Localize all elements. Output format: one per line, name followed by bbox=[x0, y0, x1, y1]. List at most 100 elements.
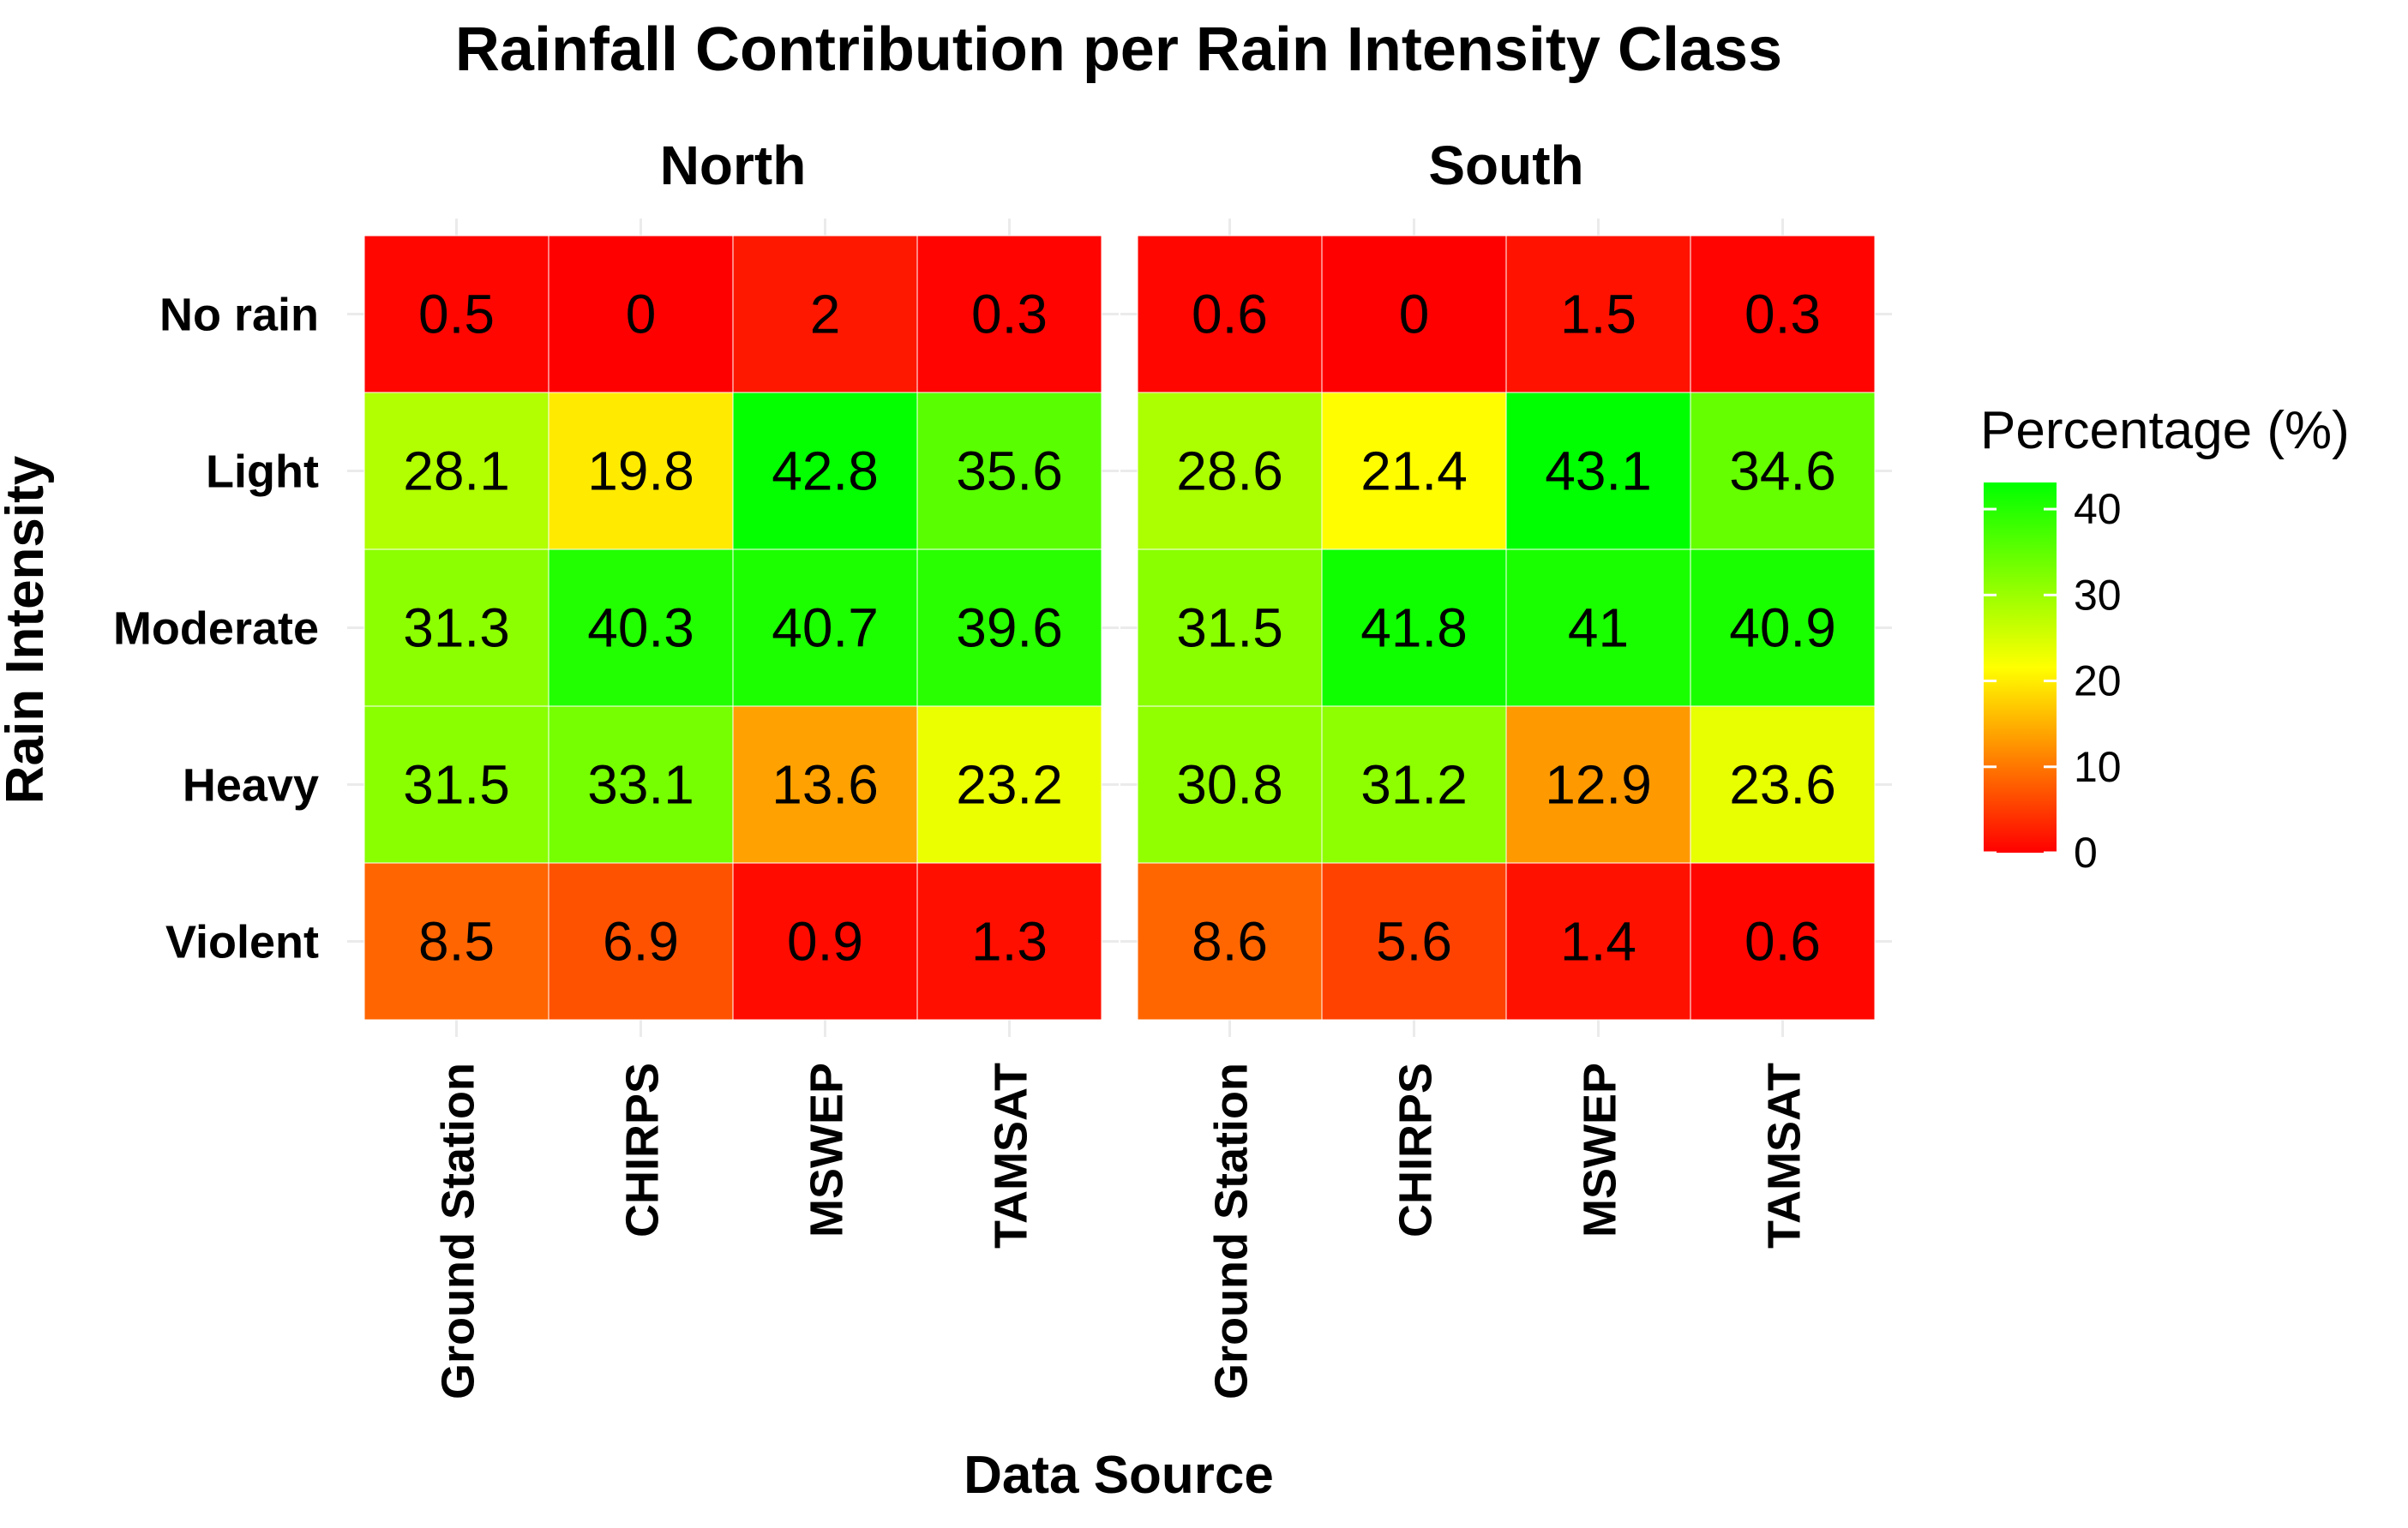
y-tick-label: Light bbox=[206, 446, 319, 498]
y-axis-title: Rain Intensity bbox=[0, 455, 55, 804]
heatmap-cell bbox=[1137, 862, 1323, 1021]
heatmap-cell bbox=[1137, 548, 1323, 707]
cell-value-label: 31.5 bbox=[403, 754, 510, 816]
x-tick-label: CHIRPS bbox=[617, 1063, 669, 1237]
cell-value-label: 40.3 bbox=[587, 597, 694, 659]
facet-label-south: South bbox=[1428, 135, 1583, 196]
heatmap-cell bbox=[363, 705, 549, 864]
cell-value-label: 5.6 bbox=[1376, 911, 1452, 973]
legend-tick-label: 30 bbox=[2074, 571, 2122, 619]
heatmap-cell bbox=[1505, 235, 1691, 393]
cell-value-label: 1.3 bbox=[971, 911, 1048, 973]
facet-label-north: North bbox=[660, 135, 807, 196]
cell-value-label: 12.9 bbox=[1545, 754, 1652, 816]
cell-value-label: 8.5 bbox=[418, 911, 495, 973]
heatmap-cell bbox=[363, 392, 549, 550]
cell-layer bbox=[363, 235, 1876, 1021]
heatmap-cell bbox=[1137, 235, 1323, 393]
legend-tick-label: 20 bbox=[2074, 657, 2122, 705]
y-tick-label: Violent bbox=[165, 917, 319, 968]
x-tick-label: MSWEP bbox=[802, 1063, 853, 1237]
x-tick-label: TAMSAT bbox=[986, 1063, 1037, 1249]
heatmap-cell bbox=[548, 862, 734, 1021]
heatmap-cell bbox=[1321, 705, 1507, 864]
heatmap-cell bbox=[1321, 392, 1507, 550]
heatmap-cell bbox=[1137, 705, 1323, 864]
heatmap-cell bbox=[916, 392, 1102, 550]
text-layer: Rainfall Contribution per Rain Intensity… bbox=[0, 15, 1836, 1505]
x-tick-label: MSWEP bbox=[1575, 1063, 1626, 1237]
heatmap-cell bbox=[1321, 862, 1507, 1021]
chart-title: Rainfall Contribution per Rain Intensity… bbox=[455, 15, 1782, 84]
legend-tick-label: 10 bbox=[2074, 743, 2122, 791]
x-tick-label: Ground Station bbox=[1206, 1063, 1258, 1399]
heatmap-cell bbox=[1321, 548, 1507, 707]
cell-value-label: 0.3 bbox=[971, 284, 1048, 345]
cell-value-label: 41 bbox=[1568, 597, 1629, 659]
cell-value-label: 41.8 bbox=[1360, 597, 1468, 659]
legend-tick-label: 40 bbox=[2074, 485, 2122, 533]
heatmap-cell bbox=[916, 548, 1102, 707]
heatmap-cell bbox=[916, 862, 1102, 1021]
cell-value-label: 13.6 bbox=[772, 754, 879, 816]
cell-value-label: 33.1 bbox=[587, 754, 694, 816]
cell-value-label: 23.2 bbox=[956, 754, 1063, 816]
y-tick-label: No rain bbox=[159, 290, 319, 341]
legend: Percentage (%) 0 10 20 30 40 bbox=[1980, 401, 2350, 877]
legend-title: Percentage (%) bbox=[1980, 401, 2350, 460]
cell-value-label: 2 bbox=[810, 284, 841, 345]
x-axis-title: Data Source bbox=[964, 1446, 1274, 1505]
cell-value-label: 39.6 bbox=[956, 597, 1063, 659]
heatmap-cell bbox=[1690, 235, 1876, 393]
cell-value-label: 0.3 bbox=[1744, 284, 1821, 345]
cell-value-label: 23.6 bbox=[1729, 754, 1836, 816]
heatmap-cell bbox=[1505, 705, 1691, 864]
cell-value-label: 0.5 bbox=[418, 284, 495, 345]
heatmap-cell bbox=[1690, 548, 1876, 707]
heatmap-cell bbox=[1505, 862, 1691, 1021]
heatmap-cell bbox=[1505, 548, 1691, 707]
heatmap-cell bbox=[1690, 862, 1876, 1021]
cell-value-label: 34.6 bbox=[1729, 440, 1836, 502]
cell-value-label: 21.4 bbox=[1360, 440, 1468, 502]
cell-value-label: 0.9 bbox=[787, 911, 863, 973]
heatmap-cell bbox=[363, 862, 549, 1021]
cell-value-label: 43.1 bbox=[1545, 440, 1652, 502]
cell-value-label: 30.8 bbox=[1176, 754, 1283, 816]
cell-value-label: 0 bbox=[1399, 284, 1430, 345]
cell-value-label: 40.9 bbox=[1729, 597, 1836, 659]
cell-value-label: 1.4 bbox=[1560, 911, 1636, 973]
cell-value-label: 6.9 bbox=[603, 911, 679, 973]
heatmap-cell bbox=[1321, 235, 1507, 393]
cell-value-label: 0 bbox=[626, 284, 657, 345]
cell-value-label: 8.6 bbox=[1192, 911, 1268, 973]
cell-value-label: 19.8 bbox=[587, 440, 694, 502]
x-tick-label: Ground Station bbox=[433, 1063, 484, 1399]
cell-value-label: 1.5 bbox=[1560, 284, 1636, 345]
heatmap-cell bbox=[916, 235, 1102, 393]
heatmap-cell bbox=[732, 705, 918, 864]
y-tick-label: Heavy bbox=[183, 760, 319, 812]
cell-value-label: 31.2 bbox=[1360, 754, 1468, 816]
y-tick-label: Moderate bbox=[113, 603, 319, 655]
heatmap-cell bbox=[916, 705, 1102, 864]
heatmap-cell bbox=[1690, 705, 1876, 864]
cell-value-label: 0.6 bbox=[1744, 911, 1821, 973]
x-tick-label: CHIRPS bbox=[1390, 1063, 1442, 1237]
cell-value-label: 28.6 bbox=[1176, 440, 1283, 502]
heatmap-cell bbox=[548, 705, 734, 864]
heatmap-cell bbox=[732, 235, 918, 393]
cell-value-label: 31.5 bbox=[1176, 597, 1283, 659]
legend-colorbar bbox=[1984, 482, 2057, 853]
cell-value-label: 35.6 bbox=[956, 440, 1063, 502]
cell-value-label: 28.1 bbox=[403, 440, 510, 502]
heatmap-cell bbox=[732, 548, 918, 707]
cell-value-label: 40.7 bbox=[772, 597, 879, 659]
cell-value-label: 42.8 bbox=[772, 440, 879, 502]
cell-value-label: 31.3 bbox=[403, 597, 510, 659]
legend-tick-label: 0 bbox=[2074, 829, 2098, 877]
heatmap-cell bbox=[732, 862, 918, 1021]
heatmap-cell bbox=[363, 548, 549, 707]
